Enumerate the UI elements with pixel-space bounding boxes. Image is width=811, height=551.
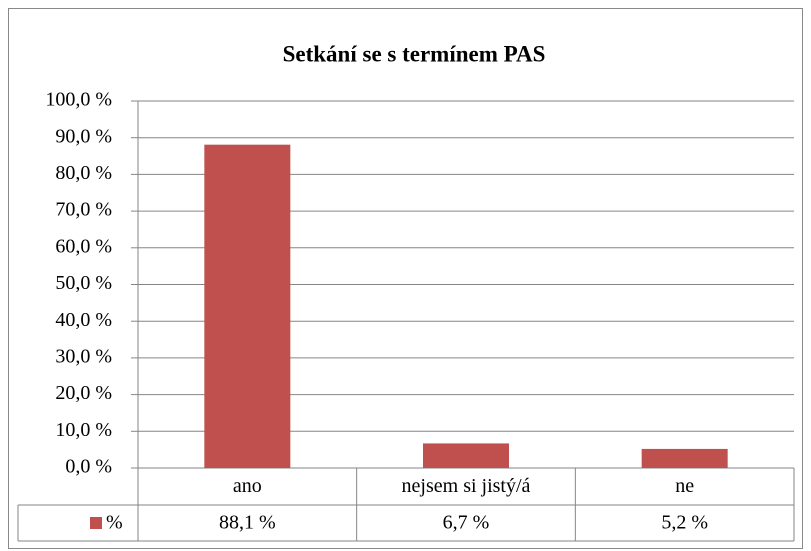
x-tick-label: ano — [233, 475, 262, 497]
y-tick-label: 100,0 % — [45, 89, 112, 111]
chart-title: Setkání se s termínem PAS — [283, 41, 546, 66]
x-tick-label: ne — [675, 475, 694, 497]
y-tick-label: 90,0 % — [55, 125, 112, 147]
y-tick-label: 70,0 % — [55, 199, 112, 221]
y-tick-label: 20,0 % — [55, 382, 112, 404]
y-tick-label: 80,0 % — [55, 162, 112, 184]
bar — [423, 443, 509, 468]
value-label: 6,7 % — [443, 512, 490, 534]
x-tick-label: nejsem si jistý/á — [402, 475, 531, 497]
bar — [641, 448, 728, 468]
y-tick-label: 40,0 % — [55, 309, 112, 331]
bar — [204, 144, 291, 468]
y-tick-label: 10,0 % — [55, 419, 112, 441]
y-tick-label: 0,0 % — [65, 456, 112, 478]
y-tick-label: 50,0 % — [55, 272, 112, 294]
y-tick-label: 60,0 % — [55, 235, 112, 257]
y-tick-label: 30,0 % — [55, 345, 112, 367]
value-label: 5,2 % — [661, 512, 708, 534]
value-label: 88,1 % — [219, 512, 276, 534]
legend-label: % — [106, 512, 123, 534]
legend-key — [90, 517, 102, 529]
